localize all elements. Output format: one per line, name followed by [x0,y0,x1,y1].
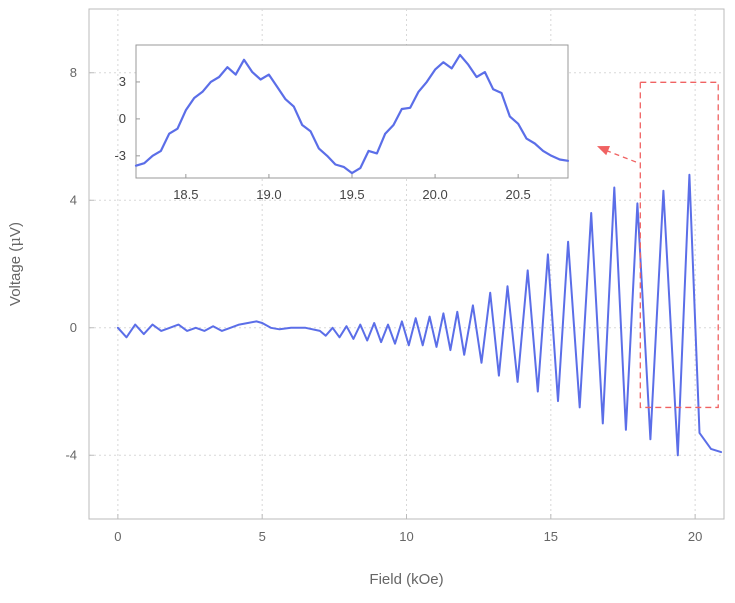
y-tick-label-0: -4 [65,447,77,462]
inset-y-tick-label-0: -3 [114,148,126,163]
x-tick-label-1: 5 [259,529,266,544]
zoom-region-box [639,81,719,409]
zoom-arrow-line [604,149,637,163]
inset-frame [135,44,569,179]
zoom-arrow-head [597,145,610,156]
y-axis-title: Voltage (μV) [6,222,24,306]
x-tick-label-0: 0 [114,529,121,544]
inset-x-tick-label-4: 20.5 [505,187,530,202]
y-tick-label-2: 4 [70,192,77,207]
inset-x-tick-label-0: 18.5 [173,187,198,202]
y-axis-title-mu: μ [6,237,24,247]
inset-series-line [134,53,570,175]
x-tick-label-4: 20 [688,529,702,544]
y-axis-title-suffix: V) [7,222,24,237]
x-tick-label-2: 10 [399,529,413,544]
inset-x-tick-label-3: 20.0 [422,187,447,202]
x-tick-label-3: 15 [544,529,558,544]
y-axis-title-prefix: Voltage ( [7,247,24,306]
inset-y-tick-label-2: 3 [119,74,126,89]
voltage-series-line [116,173,723,457]
x-axis-title: Field (kOe) [369,571,443,588]
y-tick-label-1: 0 [70,320,77,335]
inset-y-tick-label-1: 0 [119,111,126,126]
inset-x-tick-label-1: 19.0 [256,187,281,202]
y-tick-label-3: 8 [70,65,77,80]
inset-x-tick-label-2: 19.5 [339,187,364,202]
